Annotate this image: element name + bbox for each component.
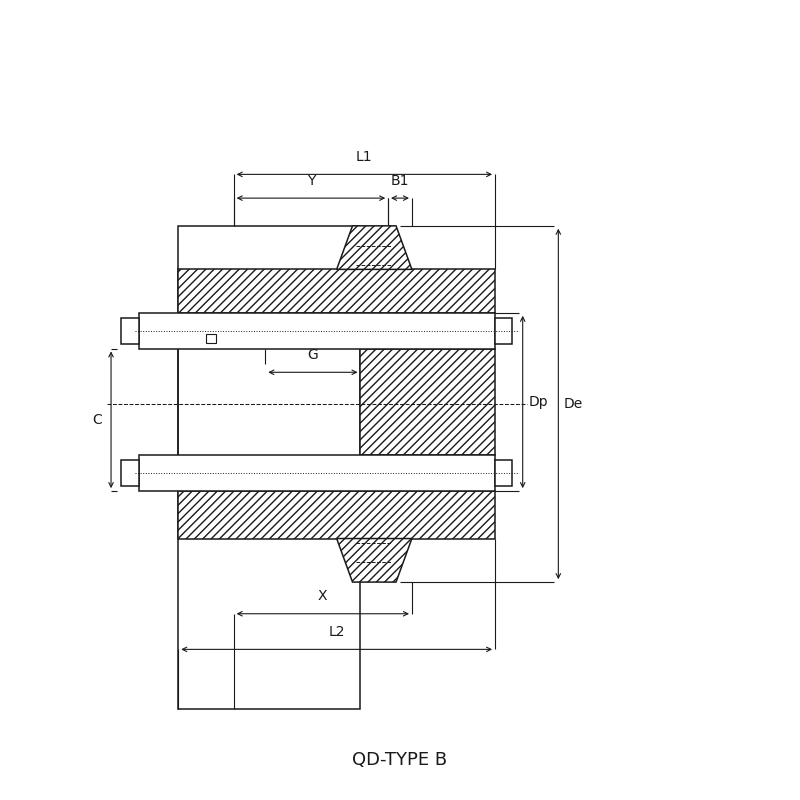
Text: X: X — [318, 590, 327, 603]
Bar — [361, 349, 495, 455]
Bar — [138, 455, 495, 491]
Bar — [122, 460, 138, 486]
Polygon shape — [337, 226, 412, 270]
Bar — [178, 270, 495, 313]
Text: De: De — [564, 397, 583, 411]
Bar — [495, 318, 513, 344]
Text: L2: L2 — [329, 625, 345, 639]
Text: Y: Y — [306, 174, 315, 188]
Bar — [178, 226, 361, 709]
Bar — [206, 334, 215, 343]
Text: G: G — [307, 348, 318, 362]
Text: QD-TYPE B: QD-TYPE B — [353, 751, 447, 770]
Text: Dp: Dp — [528, 395, 548, 409]
Text: B1: B1 — [390, 174, 410, 188]
Bar — [138, 313, 495, 349]
Bar — [178, 491, 495, 538]
Bar — [495, 460, 513, 486]
Text: L1: L1 — [356, 150, 373, 164]
Bar — [122, 318, 138, 344]
Text: C: C — [92, 413, 102, 426]
Polygon shape — [337, 538, 412, 582]
